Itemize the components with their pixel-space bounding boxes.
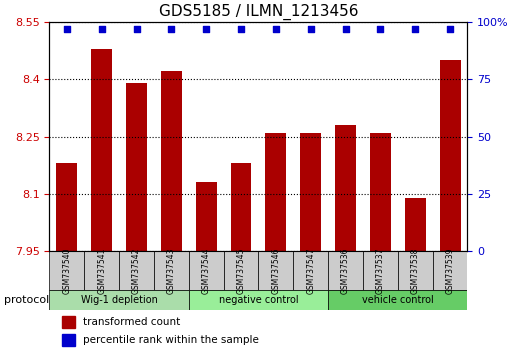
Text: GSM737542: GSM737542 (132, 247, 141, 294)
FancyBboxPatch shape (363, 251, 398, 290)
FancyBboxPatch shape (49, 290, 189, 310)
FancyBboxPatch shape (154, 251, 189, 290)
FancyBboxPatch shape (293, 251, 328, 290)
Text: transformed count: transformed count (83, 317, 180, 327)
Bar (265, 133, 286, 251)
Bar (196, 183, 216, 251)
Text: GSM737537: GSM737537 (376, 247, 385, 294)
FancyBboxPatch shape (49, 251, 84, 290)
Point (132, 26, 141, 32)
Bar (370, 133, 391, 251)
FancyBboxPatch shape (84, 251, 119, 290)
Point (63, 26, 71, 32)
FancyBboxPatch shape (224, 251, 259, 290)
Text: vehicle control: vehicle control (362, 295, 433, 305)
FancyBboxPatch shape (398, 251, 432, 290)
Point (307, 26, 315, 32)
Text: GSM737545: GSM737545 (236, 247, 246, 294)
Point (376, 26, 384, 32)
Point (202, 26, 210, 32)
Text: negative control: negative control (219, 295, 298, 305)
Bar (62, 316, 74, 328)
FancyBboxPatch shape (189, 290, 328, 310)
Point (97, 26, 106, 32)
FancyBboxPatch shape (328, 251, 363, 290)
Point (342, 26, 350, 32)
Point (411, 26, 419, 32)
Text: GSM737544: GSM737544 (202, 247, 211, 294)
Text: GSM737543: GSM737543 (167, 247, 176, 294)
FancyBboxPatch shape (189, 251, 224, 290)
Bar (161, 72, 182, 251)
Bar (440, 60, 461, 251)
Text: GSM737547: GSM737547 (306, 247, 315, 294)
Bar (405, 198, 426, 251)
Title: GDS5185 / ILMN_1213456: GDS5185 / ILMN_1213456 (159, 4, 358, 21)
Text: percentile rank within the sample: percentile rank within the sample (83, 335, 259, 345)
Text: GSM737541: GSM737541 (97, 247, 106, 294)
Text: Wig-1 depletion: Wig-1 depletion (81, 295, 157, 305)
FancyBboxPatch shape (259, 251, 293, 290)
Text: protocol: protocol (4, 295, 49, 305)
Bar (126, 83, 147, 251)
Point (237, 26, 245, 32)
Bar (56, 163, 77, 251)
Bar (62, 334, 74, 346)
Point (167, 26, 175, 32)
Bar (230, 163, 251, 251)
Text: GSM737539: GSM737539 (446, 247, 455, 294)
Text: GSM737538: GSM737538 (411, 247, 420, 294)
Text: GSM737546: GSM737546 (271, 247, 281, 294)
Text: GSM737540: GSM737540 (63, 247, 71, 294)
Bar (335, 125, 356, 251)
FancyBboxPatch shape (328, 290, 467, 310)
FancyBboxPatch shape (119, 251, 154, 290)
FancyBboxPatch shape (432, 251, 467, 290)
Bar (300, 133, 321, 251)
Bar (91, 48, 112, 251)
Point (446, 26, 454, 32)
Text: GSM737536: GSM737536 (341, 247, 350, 294)
Point (272, 26, 280, 32)
